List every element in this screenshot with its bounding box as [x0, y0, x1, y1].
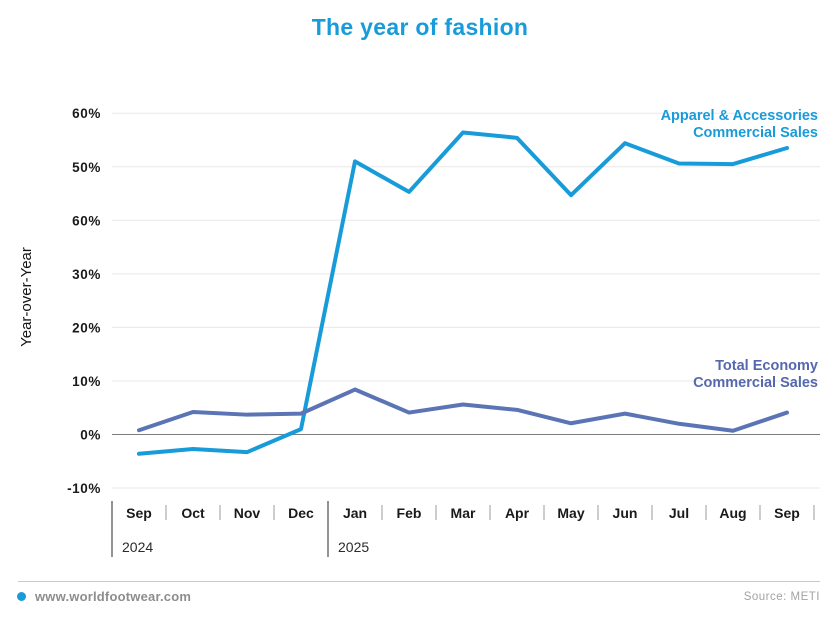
month-label: Jul — [669, 505, 689, 521]
footer-branding: www.worldfootwear.com — [17, 589, 191, 604]
month-label: Aug — [719, 505, 746, 521]
y-tick-label: 60% — [72, 213, 101, 228]
month-label: Dec — [288, 505, 314, 521]
y-tick-label: -10% — [67, 481, 101, 496]
month-label: Sep — [126, 505, 152, 521]
month-label: Sep — [774, 505, 800, 521]
month-label: May — [557, 505, 584, 521]
month-label: Oct — [181, 505, 205, 521]
series-label-apparel: Apparel & Accessories — [661, 108, 818, 124]
chart-title: The year of fashion — [311, 14, 529, 40]
month-label: Jun — [613, 505, 638, 521]
series-label-total-economy: Total Economy — [715, 358, 818, 374]
footer-divider — [18, 581, 820, 582]
series-label-apparel: Commercial Sales — [693, 125, 818, 141]
apparel-series-line — [137, 130, 789, 456]
y-tick-label: 30% — [72, 267, 101, 282]
total-economy-series-line — [137, 387, 789, 433]
y-tick-label: 20% — [72, 320, 101, 335]
year-label: 2025 — [338, 539, 369, 555]
year-label: 2024 — [122, 539, 153, 555]
y-tick-label: 50% — [72, 160, 101, 175]
website-link[interactable]: www.worldfootwear.com — [35, 589, 192, 604]
source-label: Source: METI — [743, 591, 820, 603]
y-tick-label: 60% — [72, 106, 101, 121]
month-label: Mar — [451, 505, 476, 521]
month-label: Nov — [234, 505, 261, 521]
y-tick-label: 0% — [80, 428, 101, 443]
month-label: Feb — [397, 505, 422, 521]
bullet-dot-icon — [17, 592, 26, 601]
month-label: Apr — [505, 505, 530, 521]
series-label-total-economy: Commercial Sales — [693, 375, 818, 391]
y-tick-label: 10% — [72, 374, 101, 389]
month-label: Jan — [343, 505, 367, 521]
